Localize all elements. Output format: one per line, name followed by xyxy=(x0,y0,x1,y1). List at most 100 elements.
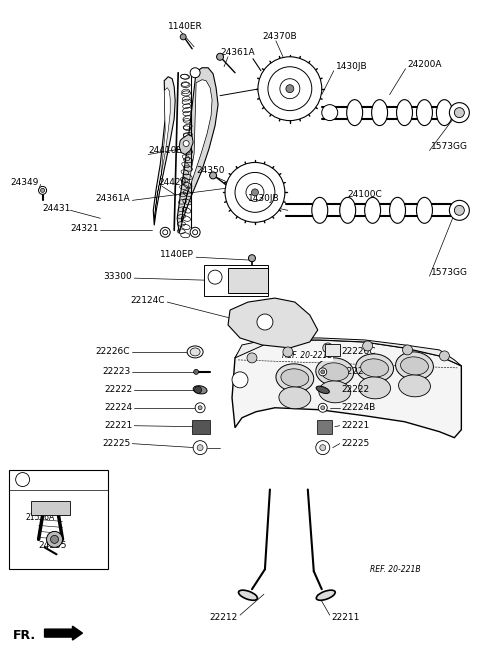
FancyArrow shape xyxy=(45,626,83,640)
Ellipse shape xyxy=(436,100,452,125)
Text: 24350: 24350 xyxy=(196,166,225,175)
Text: 22226C: 22226C xyxy=(96,347,130,356)
Polygon shape xyxy=(228,268,268,293)
Text: 24361A: 24361A xyxy=(96,194,130,203)
Ellipse shape xyxy=(365,197,381,223)
Text: 24355: 24355 xyxy=(38,541,67,550)
Text: 22224B: 22224B xyxy=(342,403,376,412)
Circle shape xyxy=(257,314,273,330)
Circle shape xyxy=(258,56,322,121)
Text: 22223: 22223 xyxy=(102,367,130,376)
Circle shape xyxy=(439,351,449,361)
Ellipse shape xyxy=(312,197,328,223)
Text: 24200A: 24200A xyxy=(408,60,442,69)
Text: 22222: 22222 xyxy=(104,386,132,395)
Text: 22221: 22221 xyxy=(104,421,132,430)
Text: 1430JB: 1430JB xyxy=(336,62,367,71)
Circle shape xyxy=(323,343,333,353)
Circle shape xyxy=(403,345,412,355)
Circle shape xyxy=(194,386,202,393)
Circle shape xyxy=(249,254,255,262)
Circle shape xyxy=(247,353,257,363)
Text: 22226C: 22226C xyxy=(342,347,376,356)
Polygon shape xyxy=(235,338,461,366)
Polygon shape xyxy=(204,265,268,296)
Ellipse shape xyxy=(417,197,432,223)
Text: a: a xyxy=(238,375,242,384)
Text: 1573GG: 1573GG xyxy=(432,142,468,151)
Polygon shape xyxy=(154,88,170,223)
Polygon shape xyxy=(232,340,461,437)
Circle shape xyxy=(193,369,199,374)
Ellipse shape xyxy=(390,197,406,223)
Circle shape xyxy=(321,406,325,410)
Ellipse shape xyxy=(279,387,311,409)
Circle shape xyxy=(195,403,205,413)
Circle shape xyxy=(197,445,203,450)
Text: 22212: 22212 xyxy=(210,613,238,622)
Text: 24370B: 24370B xyxy=(262,32,297,42)
Text: 22225: 22225 xyxy=(102,439,130,448)
Circle shape xyxy=(38,186,47,195)
Text: 22224: 22224 xyxy=(104,403,132,412)
Circle shape xyxy=(190,227,200,238)
Circle shape xyxy=(190,67,200,78)
Circle shape xyxy=(283,347,293,357)
Text: 22221: 22221 xyxy=(342,421,370,430)
Circle shape xyxy=(198,406,202,410)
Circle shape xyxy=(320,445,326,450)
Ellipse shape xyxy=(187,346,203,358)
Ellipse shape xyxy=(372,100,387,125)
Circle shape xyxy=(193,441,207,454)
Circle shape xyxy=(180,34,186,40)
Circle shape xyxy=(455,205,464,215)
Text: 22211: 22211 xyxy=(332,613,360,622)
Circle shape xyxy=(208,270,222,284)
Text: 21516A: 21516A xyxy=(25,513,55,522)
Circle shape xyxy=(363,341,372,351)
Polygon shape xyxy=(177,67,218,233)
Circle shape xyxy=(41,188,45,192)
Text: REF. 20-221B: REF. 20-221B xyxy=(282,351,333,360)
Text: a: a xyxy=(213,274,217,280)
Polygon shape xyxy=(192,420,210,434)
Circle shape xyxy=(268,67,312,110)
Circle shape xyxy=(160,227,170,238)
Polygon shape xyxy=(179,134,193,154)
Ellipse shape xyxy=(396,100,412,125)
Ellipse shape xyxy=(398,375,431,397)
Circle shape xyxy=(163,230,168,235)
Text: 1140EP: 1140EP xyxy=(160,250,194,259)
Circle shape xyxy=(280,79,300,99)
Polygon shape xyxy=(317,420,332,434)
Ellipse shape xyxy=(319,381,351,403)
Circle shape xyxy=(286,85,294,93)
Ellipse shape xyxy=(360,359,388,377)
Ellipse shape xyxy=(356,354,394,382)
Circle shape xyxy=(183,141,189,147)
Text: a: a xyxy=(21,476,25,483)
Ellipse shape xyxy=(276,364,314,392)
Polygon shape xyxy=(181,80,212,223)
Circle shape xyxy=(16,472,30,487)
Circle shape xyxy=(50,535,59,543)
Text: 24321: 24321 xyxy=(71,224,99,233)
Text: 33300: 33300 xyxy=(104,272,132,280)
Ellipse shape xyxy=(316,590,335,600)
Circle shape xyxy=(246,184,264,201)
Circle shape xyxy=(225,162,285,223)
Text: 24100C: 24100C xyxy=(348,190,383,199)
Ellipse shape xyxy=(321,363,348,381)
Circle shape xyxy=(321,370,325,374)
Circle shape xyxy=(252,189,258,196)
Circle shape xyxy=(455,108,464,117)
Text: 22222: 22222 xyxy=(342,386,370,395)
Circle shape xyxy=(318,403,327,412)
Text: 1140ER: 1140ER xyxy=(168,22,203,31)
Ellipse shape xyxy=(396,352,433,380)
Ellipse shape xyxy=(239,590,257,600)
Circle shape xyxy=(449,201,469,220)
Ellipse shape xyxy=(316,386,329,393)
Polygon shape xyxy=(31,502,71,515)
Ellipse shape xyxy=(417,100,432,125)
